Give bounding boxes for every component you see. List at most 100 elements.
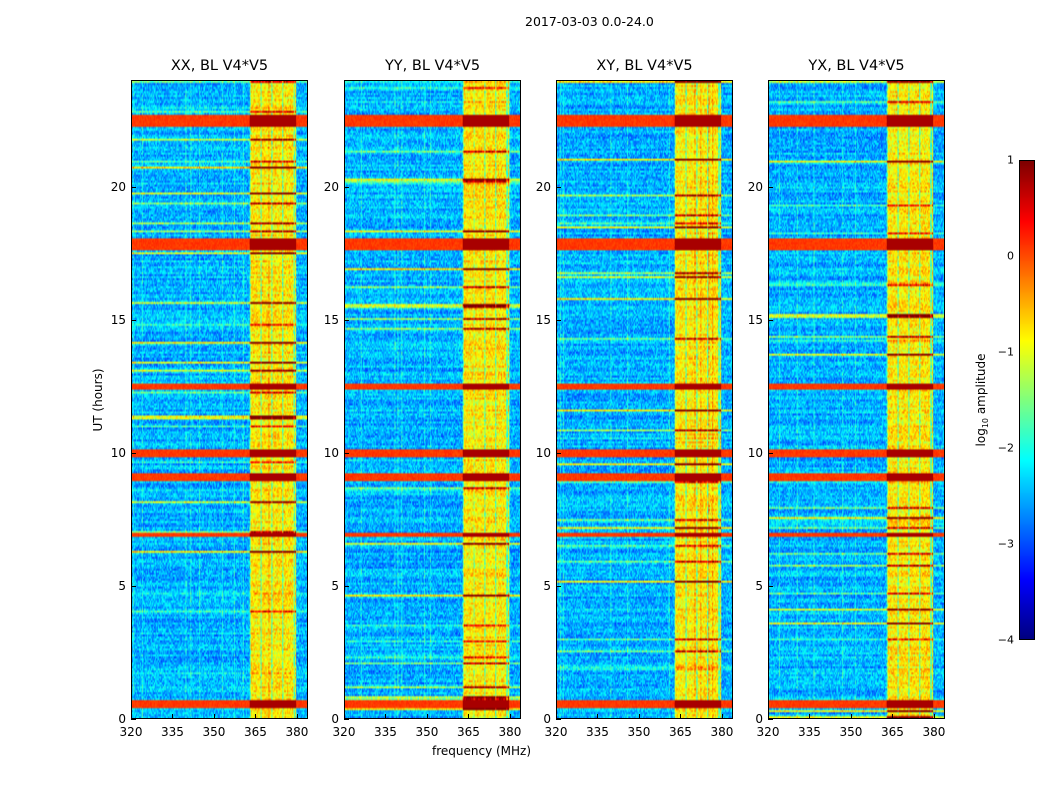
x-tick-label: 365 [881,725,904,739]
y-tick-label: 10 [323,445,339,460]
panel-title: YX, BL V4*V5 [808,58,905,74]
y-tick-label: 20 [323,179,339,194]
y-tick [768,186,773,188]
heatmap-panel-1 [344,80,521,719]
x-tick-label: 335 [374,725,397,739]
x-tick-label: 320 [119,725,143,739]
x-tick [638,714,640,719]
y-tick [131,719,136,720]
y-tick-label: 0 [755,712,763,726]
colorbar-tick-label: −3 [997,537,1014,551]
y-tick [344,585,349,587]
panel-title: XY, BL V4*V5 [596,58,693,74]
y-tick-label: 0 [331,712,339,726]
x-tick-label: 320 [756,725,780,739]
y-tick [768,319,773,321]
x-tick-label: 335 [798,725,821,739]
figure-title: 2017-03-03 0.0-24.0 [525,14,654,29]
x-tick-label: 350 [415,725,439,739]
y-tick [344,186,349,188]
heatmap-canvas [132,81,307,718]
x-tick-label: 365 [244,725,267,739]
y-tick [556,186,561,188]
x-tick-label: 320 [544,725,568,739]
x-tick-label: 335 [161,725,184,739]
x-tick [933,714,935,719]
x-tick-label: 365 [457,725,480,739]
x-tick-label: 380 [710,725,734,739]
y-tick [131,585,136,587]
x-tick [809,714,811,719]
y-tick-label: 0 [543,712,551,726]
y-tick [131,186,136,188]
y-tick-label: 5 [543,578,551,593]
x-tick [850,714,852,719]
x-tick-label: 380 [498,725,522,739]
colorbar-label: log10 amplitude [973,353,991,447]
y-tick [768,719,773,720]
y-tick-label: 5 [331,578,339,593]
y-tick [768,452,773,454]
x-tick [556,714,557,719]
x-tick [680,714,682,719]
y-tick [131,319,136,321]
colorbar-tick-label: −1 [997,345,1014,359]
x-tick [597,714,599,719]
y-tick [344,319,349,321]
y-tick-label: 15 [747,312,763,327]
x-tick-label: 320 [332,725,356,739]
y-tick [556,585,561,587]
x-tick-label: 350 [202,725,226,739]
y-tick [556,319,561,321]
heatmap-canvas [769,81,944,718]
y-tick-label: 10 [110,445,126,460]
x-tick [768,714,769,719]
colorbar [1019,160,1035,640]
y-tick-label: 5 [755,578,763,593]
y-tick-label: 20 [110,179,126,194]
colorbar-tick-label: −2 [997,441,1014,455]
x-tick-label: 365 [669,725,692,739]
y-tick [556,452,561,454]
x-tick [385,714,387,719]
y-tick-label: 10 [535,445,551,460]
heatmap-panel-3 [768,80,945,719]
y-tick-label: 15 [323,312,339,327]
heatmap-canvas [345,81,520,718]
x-tick [892,714,894,719]
y-tick [556,719,561,720]
y-tick [768,585,773,587]
x-tick [426,714,428,719]
x-tick [255,714,257,719]
y-tick [131,452,136,454]
y-tick [344,452,349,454]
heatmap-panel-2 [556,80,733,719]
y-tick-label: 15 [110,312,126,327]
y-tick-label: 0 [118,712,126,726]
x-tick [172,714,174,719]
heatmap-panel-0 [131,80,308,719]
panel-title: YY, BL V4*V5 [384,58,481,74]
x-tick [131,714,132,719]
x-tick-label: 350 [839,725,863,739]
x-tick [213,714,215,719]
y-tick-label: 20 [747,179,763,194]
y-tick [344,719,349,720]
colorbar-tick-label: 0 [1007,249,1014,263]
y-tick-label: 5 [118,578,126,593]
y-tick-label: 15 [535,312,551,327]
x-tick-label: 380 [922,725,946,739]
x-tick-label: 335 [586,725,609,739]
x-tick-label: 380 [285,725,309,739]
x-tick-label: 350 [627,725,651,739]
x-tick [509,714,511,719]
x-axis-label: frequency (MHz) [432,744,532,758]
x-tick [468,714,470,719]
x-tick [344,714,345,719]
colorbar-tick-label: −4 [997,633,1014,647]
x-tick [296,714,298,719]
heatmap-canvas [557,81,732,718]
panel-title: XX, BL V4*V5 [170,58,269,74]
x-tick [721,714,723,719]
